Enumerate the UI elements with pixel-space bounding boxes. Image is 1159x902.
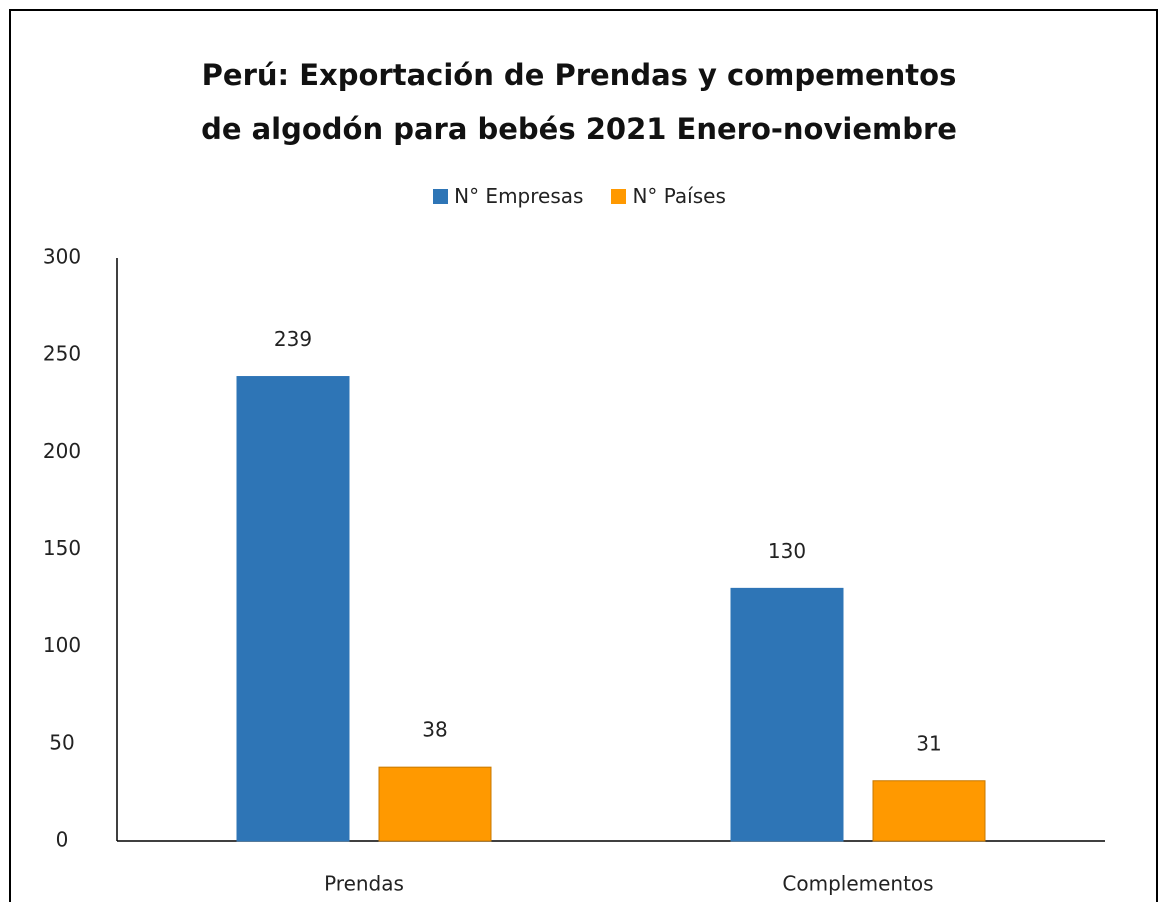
legend-label: N° Países bbox=[632, 184, 726, 208]
legend-label: N° Empresas bbox=[454, 184, 584, 208]
y-tick-label: 0 bbox=[56, 828, 69, 852]
y-tick-label: 100 bbox=[43, 633, 81, 657]
y-tick-label: 150 bbox=[43, 536, 81, 560]
bar bbox=[872, 780, 986, 842]
legend: N° Empresas N° Países bbox=[0, 184, 1159, 208]
chart-frame bbox=[9, 9, 1158, 902]
y-tick-label: 300 bbox=[43, 245, 81, 269]
data-label: 130 bbox=[768, 539, 806, 563]
x-tick-label: Prendas bbox=[324, 872, 404, 896]
chart-title: Perú: Exportación de Prendas y compement… bbox=[201, 58, 957, 146]
legend-item: N° Países bbox=[611, 184, 726, 208]
bar bbox=[730, 587, 844, 842]
data-label: 31 bbox=[916, 731, 941, 755]
x-tick-label: Complementos bbox=[782, 872, 933, 896]
data-label: 38 bbox=[422, 718, 447, 742]
y-tick-label: 50 bbox=[49, 730, 74, 754]
y-tick-label: 250 bbox=[43, 342, 81, 366]
bar bbox=[236, 376, 350, 842]
bar bbox=[378, 766, 492, 842]
legend-swatch bbox=[433, 188, 449, 204]
y-tick-label: 200 bbox=[43, 439, 81, 463]
data-label: 239 bbox=[274, 327, 312, 351]
legend-item: N° Empresas bbox=[433, 184, 583, 208]
legend-swatch bbox=[611, 188, 627, 204]
